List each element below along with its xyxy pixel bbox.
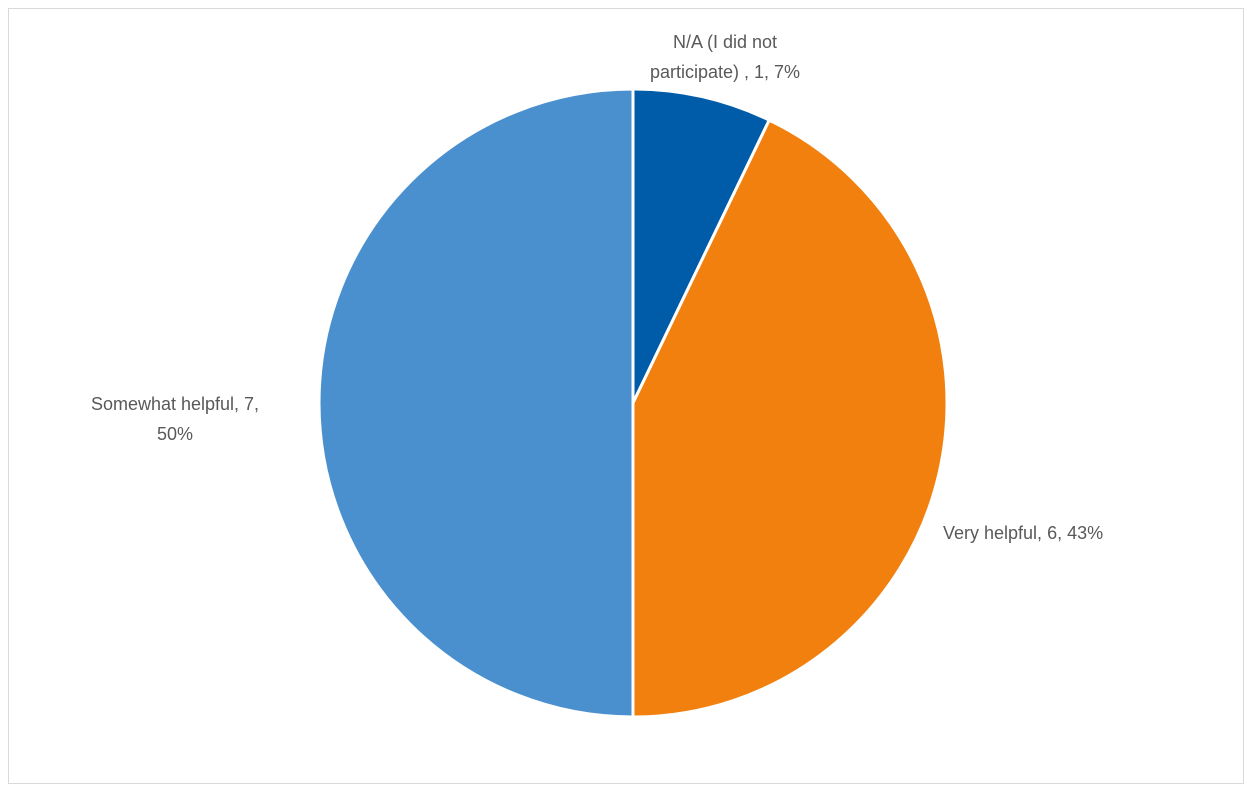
pie-slice-somewhat-helpful [317,87,635,719]
data-label-line: Somewhat helpful, 7, [91,394,259,414]
data-label-line: Very helpful, 6, 43% [943,523,1103,543]
pie-labels: N/A (I did not participate) , 1, 7% Very h… [91,32,1103,543]
data-label-line: 50% [157,424,193,444]
data-label-line: participate) , 1, 7% [650,62,800,82]
pie-slice-n-a-i-did-not-participate [631,87,771,405]
pie-slices [317,87,949,719]
data-label-somewhat-helpful: Somewhat helpful, 7, 50% [91,394,259,444]
data-label-very-helpful: Very helpful, 6, 43% [943,523,1103,543]
pie-slice-very-helpful [631,118,949,719]
data-label-line: N/A (I did not [673,32,777,52]
data-label-n-a-i-did-not-participate: N/A (I did not participate) , 1, 7% [650,32,800,82]
